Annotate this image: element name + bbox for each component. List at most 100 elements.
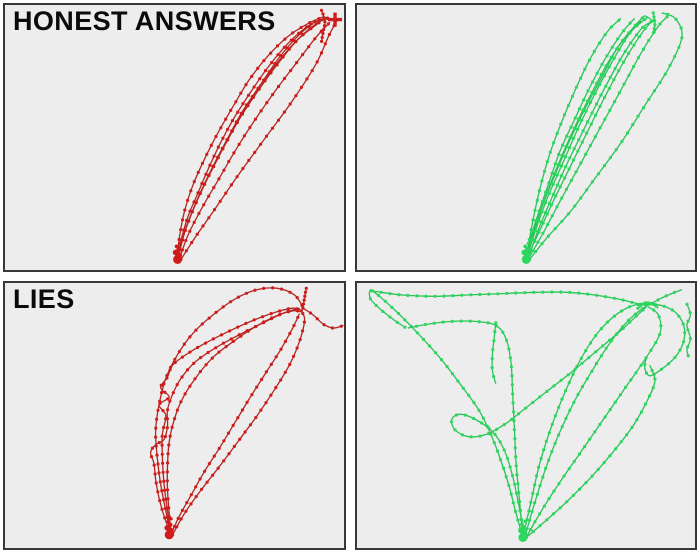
- trajectory-dot: [556, 152, 560, 156]
- trajectory-dot: [599, 62, 604, 66]
- trajectory-dot: [321, 12, 325, 16]
- trajectory-dot: [613, 447, 617, 451]
- trajectory-dot: [558, 506, 562, 510]
- trajectory-dot: [263, 69, 268, 73]
- trajectory-dot: [540, 290, 544, 294]
- trajectory-dot: [421, 337, 425, 341]
- trajectory-dot: [234, 120, 238, 124]
- honest-red-trajectories-plot: [172, 8, 343, 264]
- trajectory-dot: [165, 479, 169, 483]
- trajectory-dot: [576, 291, 580, 295]
- trajectory-dot: [527, 238, 531, 242]
- trajectory-dot: [684, 302, 689, 306]
- start-cluster-dot: [166, 519, 171, 524]
- trajectory-dot: [564, 500, 568, 504]
- trajectory-dot: [206, 350, 210, 355]
- trajectory-dot: [194, 328, 198, 332]
- trajectory-dot: [500, 330, 504, 334]
- trajectory-dot: [267, 70, 271, 74]
- trajectory-line: [525, 17, 655, 260]
- trajectory-dot: [320, 39, 324, 44]
- trajectory-dot: [207, 462, 211, 466]
- trajectory-dot: [651, 308, 655, 312]
- trajectory-dot: [651, 386, 655, 390]
- trajectory-dot: [626, 31, 630, 35]
- trajectory-dot: [271, 93, 275, 97]
- trajectory-dot: [532, 229, 536, 233]
- trajectory-dot: [630, 123, 634, 127]
- trajectory-dot: [160, 434, 164, 438]
- trajectory-dot: [641, 106, 645, 110]
- trajectory-dot: [522, 291, 526, 295]
- trajectory-dot: [221, 305, 225, 309]
- trajectory-dot: [578, 161, 582, 165]
- trajectory-dot: [207, 194, 211, 198]
- trajectory-dot: [583, 152, 587, 156]
- trajectory-dot: [244, 83, 248, 87]
- trajectory-dot: [217, 350, 221, 354]
- trajectory-dot: [640, 302, 644, 306]
- trajectory-dot: [228, 329, 232, 333]
- trajectory-dot: [161, 461, 165, 465]
- trajectory-dot: [597, 422, 601, 426]
- trajectory-dot: [264, 134, 269, 138]
- trajectory-dot: [452, 428, 457, 432]
- trajectory-line: [166, 310, 304, 535]
- trajectory-dot: [379, 290, 383, 294]
- trajectory-dot: [256, 66, 260, 70]
- trajectory-dot: [492, 330, 496, 334]
- trajectory-dot: [685, 345, 689, 349]
- trajectory-dot: [190, 240, 194, 245]
- trajectory-dot: [303, 290, 308, 294]
- trajectory-dot: [288, 102, 292, 106]
- trajectory-dot: [252, 85, 256, 89]
- trajectory-dot: [477, 292, 481, 297]
- trajectory-dot: [168, 368, 172, 372]
- trajectory-dot: [160, 507, 164, 511]
- trajectory-dot: [276, 118, 281, 122]
- trajectory-dot: [198, 191, 202, 195]
- start-cluster-dot: [524, 247, 530, 252]
- trajectory-dot: [556, 163, 560, 167]
- trajectory-dot: [301, 306, 305, 310]
- trajectory-dot: [598, 126, 602, 130]
- trajectory-dot: [539, 242, 544, 246]
- trajectory-dot: [490, 366, 494, 370]
- trajectory-dot: [643, 26, 647, 31]
- trajectory-dot: [159, 383, 163, 387]
- trajectory-dot: [441, 320, 445, 324]
- trajectory-dot: [506, 347, 510, 351]
- trajectory-dot: [568, 135, 572, 139]
- trajectory-dot: [301, 329, 305, 333]
- trajectory-dot: [427, 344, 431, 348]
- trajectory-dot: [454, 413, 458, 417]
- trajectory-dot: [618, 393, 622, 397]
- trajectory-dot: [182, 342, 186, 346]
- trajectory-dot: [250, 393, 254, 397]
- trajectory-dot: [242, 134, 246, 138]
- trajectory-dot: [310, 69, 314, 73]
- trajectory-dot: [149, 455, 154, 459]
- trajectory-dot: [551, 141, 555, 145]
- trajectory-dot: [535, 492, 539, 496]
- trajectory-dot: [230, 119, 235, 123]
- trajectory-dot: [537, 189, 541, 193]
- trajectory-dot: [531, 290, 535, 294]
- trajectory-dot: [621, 298, 625, 302]
- trajectory-dot: [548, 181, 552, 185]
- trajectory-dot: [177, 237, 181, 242]
- trajectory-dot: [688, 336, 692, 341]
- trajectory-dot: [519, 518, 523, 522]
- trajectory-dot: [558, 122, 562, 126]
- trajectory-dot: [158, 499, 162, 503]
- trajectory-dot: [550, 214, 554, 218]
- trajectory-dot: [532, 208, 537, 212]
- trajectory-dot: [302, 320, 306, 324]
- trajectory-dot: [166, 397, 170, 401]
- trajectory-dot: [580, 140, 584, 144]
- trajectory-dot: [594, 293, 598, 297]
- trajectory-dot: [539, 220, 543, 224]
- trajectory-dot: [439, 358, 443, 362]
- trajectory-dot: [226, 127, 230, 131]
- trajectory-dot: [315, 60, 319, 64]
